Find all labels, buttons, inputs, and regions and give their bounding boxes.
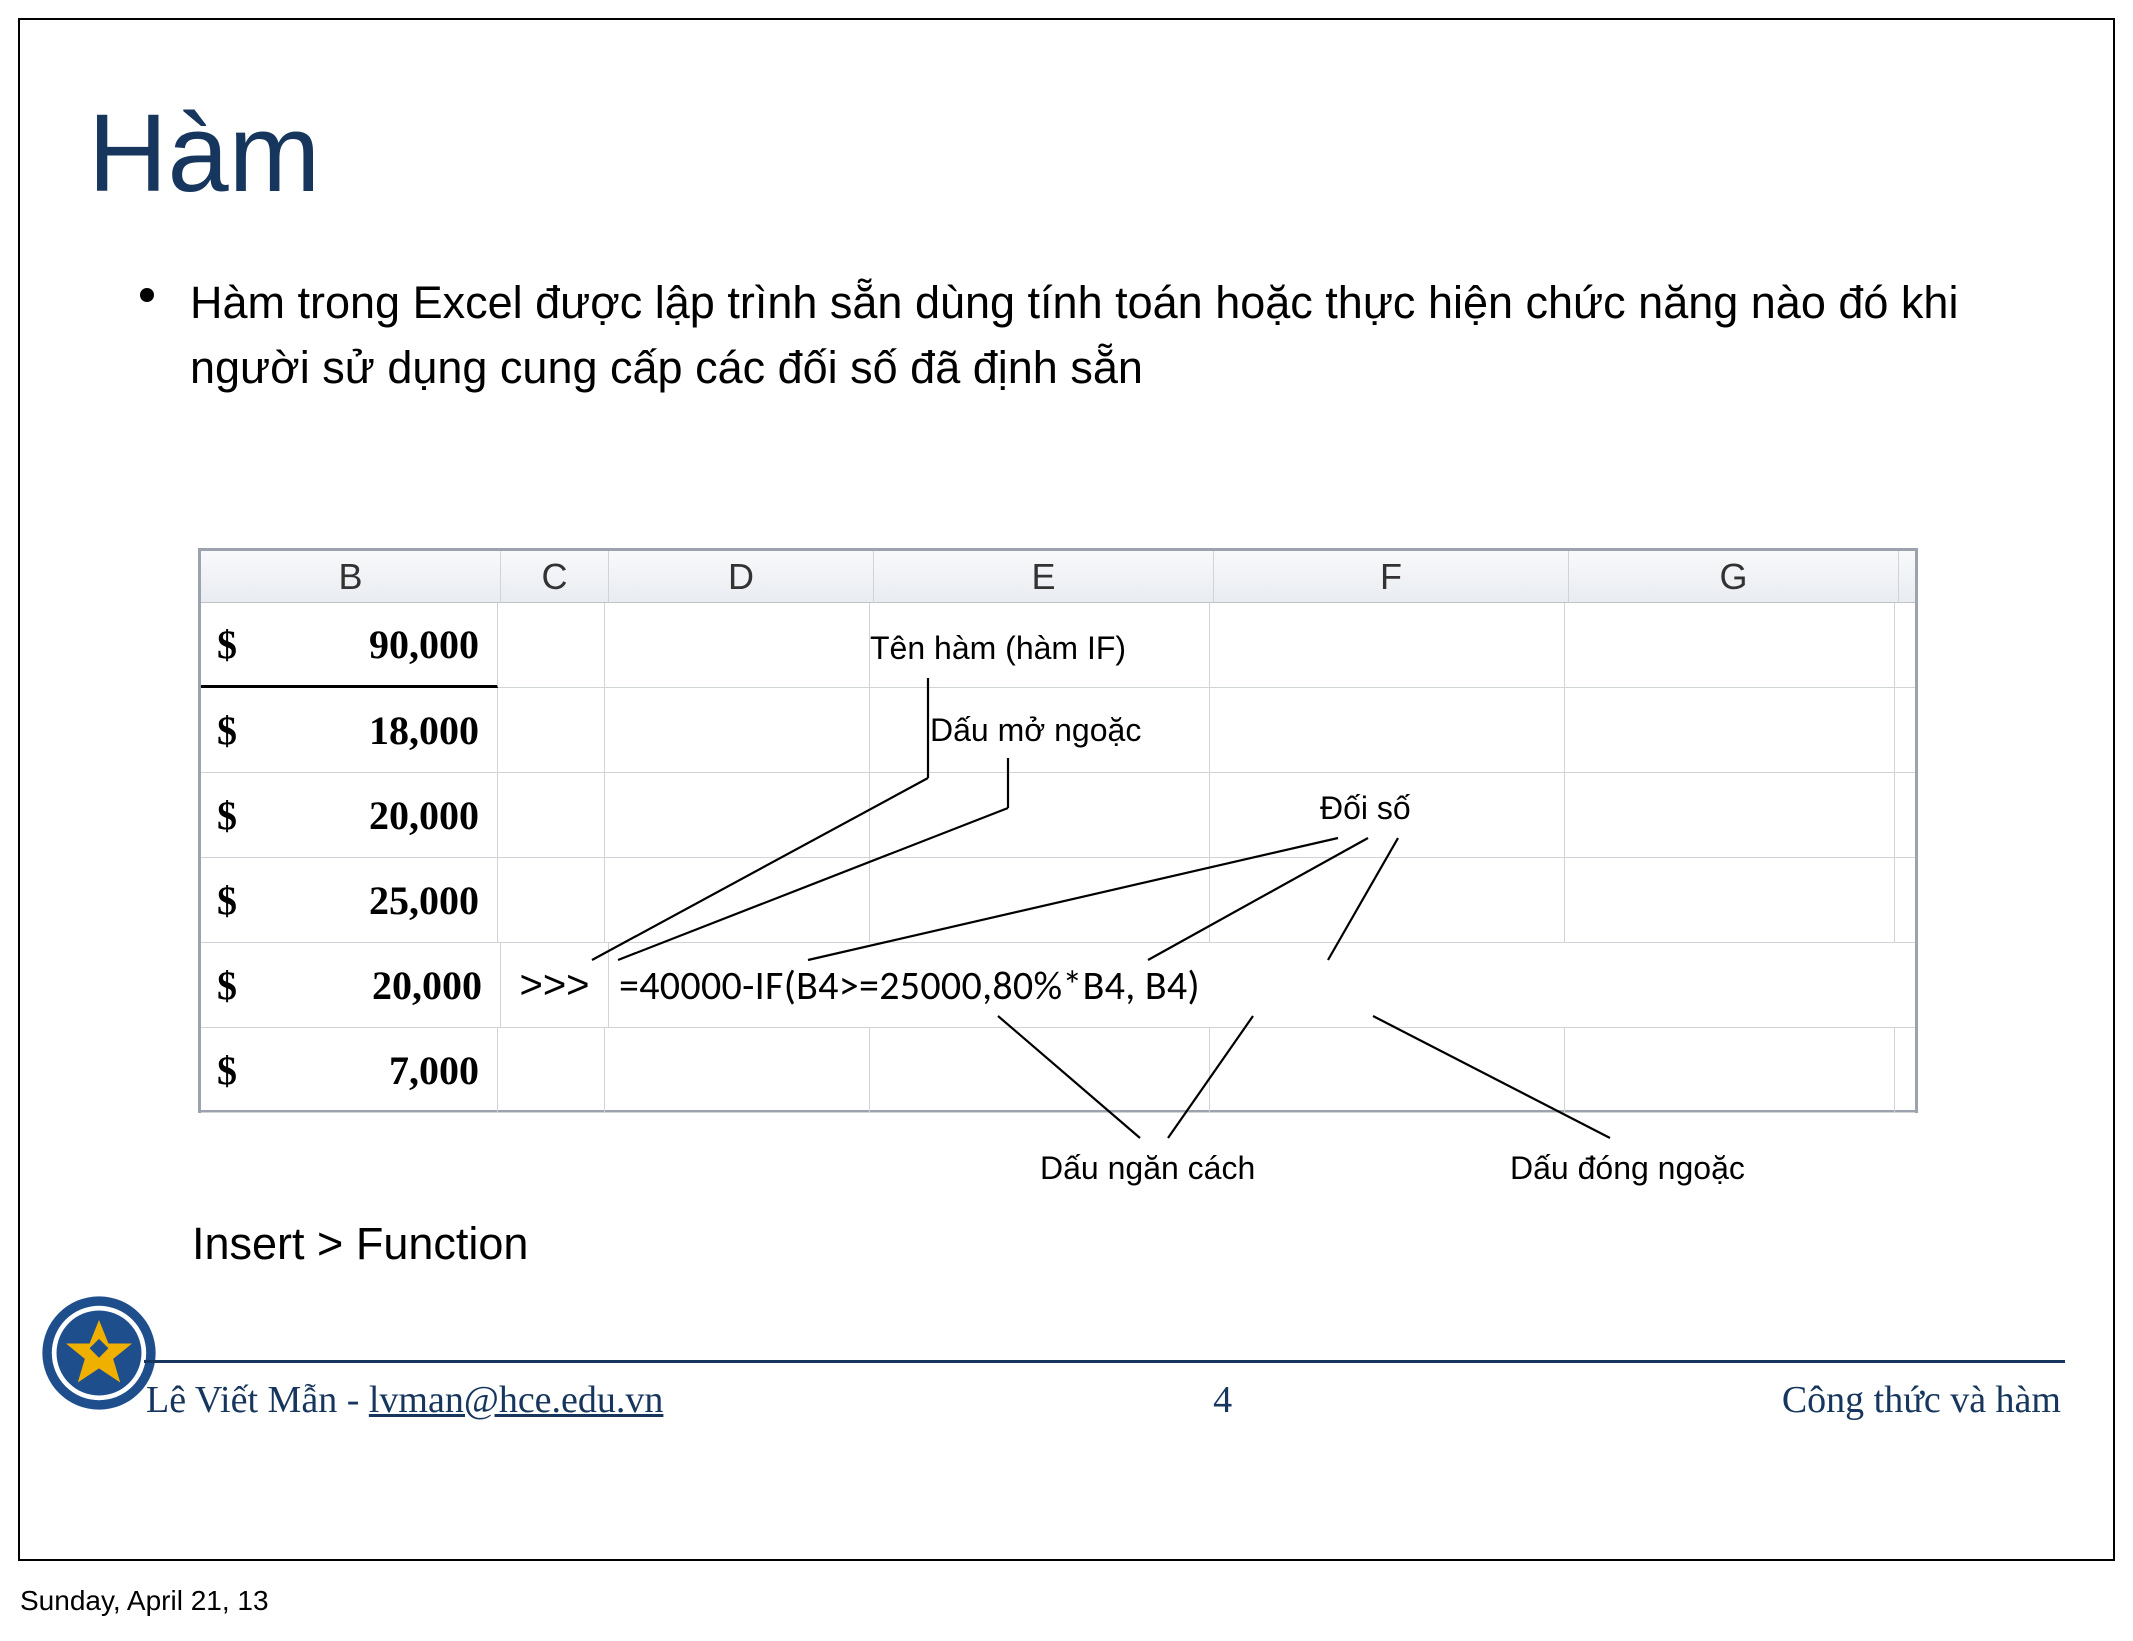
amount: 20,000 [369, 792, 487, 839]
cell-g [1565, 1028, 1895, 1113]
formula-text: =40000-IF(B4>=25000,80%*B4, B4) [619, 961, 1200, 1010]
insert-function-text: Insert > Function [192, 1218, 528, 1270]
excel-row: $ 25,000 [201, 858, 1915, 943]
annotation-ten-ham: Tên hàm (hàm IF) [870, 630, 1126, 667]
annotation-dau-dong: Dấu đóng ngoặc [1510, 1150, 1745, 1187]
amount: 18,000 [369, 707, 487, 754]
cell-b: $ 7,000 [201, 1028, 498, 1113]
cell-d [605, 603, 870, 688]
footer-author: Lê Viết Mẫn - lvman@hce.edu.vn [146, 1378, 663, 1422]
col-header-c: C [501, 551, 609, 603]
cell-tail [1895, 858, 1915, 943]
amount: 25,000 [369, 877, 487, 924]
cell-tail [1895, 688, 1915, 773]
annotation-dau-ngan: Dấu ngăn cách [1040, 1150, 1255, 1187]
amount: 20,000 [372, 962, 490, 1009]
footer-rule [144, 1360, 2065, 1363]
annotation-doi-so: Đối số [1320, 790, 1411, 827]
formula-cell: =40000-IF(B4>=25000,80%*B4, B4) [609, 943, 1915, 1028]
amount: 90,000 [369, 621, 487, 668]
cell-f [1210, 1028, 1565, 1113]
cell-g [1565, 773, 1895, 858]
excel-row: $ 20,000 [201, 773, 1915, 858]
page-title: Hàm [88, 90, 320, 217]
footer: Lê Viết Mẫn - lvman@hce.edu.vn 4 Công th… [146, 1378, 2061, 1422]
page-number: 4 [1213, 1378, 1232, 1422]
cell-g [1565, 688, 1895, 773]
dollar-sign: $ [211, 877, 237, 924]
cell-b: $ 25,000 [201, 858, 498, 943]
cell-f [1210, 688, 1565, 773]
excel-column-headers: B C D E F G [201, 551, 1915, 603]
dollar-sign: $ [211, 621, 237, 668]
cell-b: $ 20,000 [201, 773, 498, 858]
cell-f [1210, 858, 1565, 943]
col-header-g: G [1569, 551, 1899, 603]
col-header-e: E [874, 551, 1214, 603]
dollar-sign: $ [211, 707, 237, 754]
cell-c [498, 688, 605, 773]
cell-d [605, 1028, 870, 1113]
dollar-sign: $ [211, 1047, 237, 1094]
author-name: Lê Viết Mẫn - [146, 1379, 369, 1421]
cell-c [498, 773, 605, 858]
col-header-b: B [201, 551, 501, 603]
bullet-text: Hàm trong Excel được lập trình sẵn dùng … [190, 270, 2023, 401]
cell-e [870, 858, 1210, 943]
author-email-link[interactable]: lvman@hce.edu.vn [369, 1379, 664, 1421]
cell-c [498, 603, 605, 688]
cell-d [605, 773, 870, 858]
cell-e [870, 773, 1210, 858]
cell-b: $ 20,000 [201, 943, 501, 1028]
cell-b: $ 90,000 [201, 603, 498, 688]
col-header-f: F [1214, 551, 1569, 603]
cell-g [1565, 603, 1895, 688]
dollar-sign: $ [211, 792, 237, 839]
cell-tail [1895, 603, 1915, 688]
bullet-block: Hàm trong Excel được lập trình sẵn dùng … [140, 270, 2023, 401]
dollar-sign: $ [211, 962, 237, 1009]
slide-date: Sunday, April 21, 13 [20, 1585, 269, 1617]
cell-d [605, 858, 870, 943]
col-header-tail [1899, 551, 1915, 603]
cell-tail [1895, 773, 1915, 858]
cell-c [498, 858, 605, 943]
cell-g [1565, 858, 1895, 943]
cell-f [1210, 603, 1565, 688]
excel-row: $ 7,000 [201, 1028, 1915, 1113]
cell-c: >>> [501, 943, 609, 1028]
excel-row: $ 20,000 >>> =40000-IF(B4>=25000,80%*B4,… [201, 943, 1915, 1028]
cell-tail [1895, 1028, 1915, 1113]
footer-topic: Công thức và hàm [1782, 1378, 2061, 1422]
cell-d [605, 688, 870, 773]
bullet-dot-icon [140, 288, 154, 302]
cell-b: $ 18,000 [201, 688, 498, 773]
arrows: >>> [519, 963, 589, 1008]
university-logo-icon [40, 1294, 158, 1412]
col-header-d: D [609, 551, 874, 603]
amount: 7,000 [389, 1047, 487, 1094]
cell-e [870, 1028, 1210, 1113]
cell-c [498, 1028, 605, 1113]
annotation-dau-mo: Dấu mở ngoặc [930, 712, 1141, 749]
